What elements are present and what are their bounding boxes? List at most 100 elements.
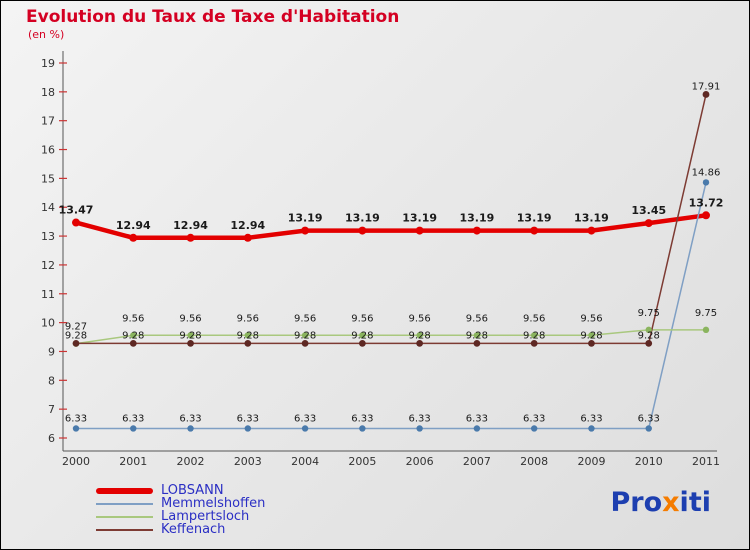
data-label-lampertsloch: 9.56 [122, 313, 144, 324]
data-label-lampertsloch: 9.75 [638, 308, 660, 319]
data-label-keffenach: 9.28 [237, 330, 259, 341]
x-tick-label: 2009 [577, 455, 605, 468]
data-label-keffenach: 9.28 [294, 330, 316, 341]
x-tick-label: 2003 [234, 455, 262, 468]
chart-title: Evolution du Taux de Taxe d'Habitation [26, 7, 400, 27]
y-tick-label: 17 [41, 115, 55, 128]
y-tick-label: 18 [41, 86, 55, 99]
data-label-keffenach: 17.91 [692, 81, 721, 92]
legend-swatch-keffenach [96, 528, 153, 531]
series-point-keffenach [358, 339, 366, 347]
data-label-lobsann: 13.19 [574, 212, 609, 225]
data-label-lobsann: 13.19 [460, 212, 495, 225]
series-point-keffenach [187, 339, 194, 347]
data-label-memmelshoffen: 14.86 [692, 167, 721, 178]
data-label-lobsann: 12.94 [116, 219, 151, 232]
data-label-lampertsloch: 9.56 [237, 313, 259, 324]
data-label-lampertsloch: 9.56 [523, 313, 545, 324]
legend-label: LOBSANN [161, 483, 224, 498]
legend-item-keffenach: Keffenach [96, 523, 265, 536]
series-line-lampertsloch [75, 329, 707, 345]
data-label-lobsann: 13.72 [689, 196, 724, 209]
data-label-memmelshoffen: 6.33 [237, 413, 259, 424]
series-point-memmelshoffen [187, 425, 194, 432]
series-point-lobsann [702, 211, 710, 220]
data-label-lampertsloch: 9.56 [351, 313, 373, 324]
series-point-lampertsloch [645, 326, 652, 334]
data-label-keffenach: 9.28 [122, 330, 144, 341]
logo-letter: t [688, 487, 702, 518]
data-label-memmelshoffen: 6.33 [294, 413, 316, 424]
legend-label: Keffenach [161, 522, 226, 537]
series-point-lampertsloch [416, 332, 423, 339]
series-point-lampertsloch [187, 332, 194, 339]
series-point-lampertsloch [702, 326, 710, 334]
logo-letter: r [630, 487, 644, 518]
data-label-keffenach: 9.28 [638, 330, 660, 341]
series-point-memmelshoffen [72, 425, 80, 432]
series-point-memmelshoffen [130, 425, 137, 432]
chart-subtitle: (en %) [28, 28, 65, 41]
data-label-keffenach: 9.28 [466, 330, 488, 341]
series-point-memmelshoffen [645, 425, 652, 432]
data-label-memmelshoffen: 6.33 [65, 413, 87, 424]
logo-letter: i [679, 487, 689, 518]
y-tick-label: 19 [41, 57, 55, 70]
data-label-memmelshoffen: 6.33 [580, 413, 602, 424]
x-tick-label: 2007 [463, 455, 491, 468]
x-tick-label: 2008 [520, 455, 548, 468]
data-label-lobsann: 13.19 [517, 212, 552, 225]
legend-swatch-memmelshoffen [96, 502, 153, 505]
series-point-lampertsloch [473, 332, 481, 339]
series-point-keffenach [301, 339, 309, 347]
x-tick-label: 2000 [62, 455, 90, 468]
data-label-lobsann: 13.19 [288, 212, 323, 225]
series-point-lobsann [186, 233, 195, 242]
x-tick-label: 2001 [119, 455, 147, 468]
data-label-lampertsloch: 9.56 [466, 313, 488, 324]
series-point-memmelshoffen [702, 179, 710, 186]
y-tick-label: 14 [41, 201, 55, 214]
legend-swatch-lampertsloch [96, 515, 153, 518]
series-point-lobsann [129, 233, 138, 242]
series-point-memmelshoffen [244, 425, 252, 432]
proxiti-logo: Proxiti [610, 487, 711, 518]
x-tick-label: 2002 [177, 455, 205, 468]
logo-letter: i [701, 487, 711, 518]
series-point-lobsann [644, 219, 653, 228]
data-label-keffenach: 9.28 [351, 330, 373, 341]
data-label-lampertsloch: 9.56 [409, 313, 431, 324]
data-label-lobsann: 13.45 [631, 204, 666, 217]
y-tick-label: 6 [48, 432, 55, 445]
series-point-keffenach [530, 339, 538, 347]
data-label-lampertsloch: 9.56 [294, 313, 316, 324]
series-line-keffenach [75, 93, 707, 345]
data-label-keffenach: 9.28 [580, 330, 602, 341]
series-point-lobsann [72, 218, 80, 227]
x-tick-label: 2005 [348, 455, 376, 468]
series-point-memmelshoffen [359, 425, 366, 432]
series-point-lobsann [358, 226, 367, 235]
series-line-lobsann [73, 213, 709, 241]
data-label-memmelshoffen: 6.33 [351, 413, 373, 424]
legend: LOBSANN Memmelshoffen Lampertsloch Keffenac… [96, 484, 265, 536]
x-tick-label: 2010 [635, 455, 663, 468]
legend-label: Memmelshoffen [161, 496, 266, 511]
series-point-lobsann [415, 226, 424, 235]
y-tick-label: 11 [41, 288, 55, 301]
series-point-lobsann [301, 226, 310, 235]
data-label-lampertsloch: 9.27 [65, 322, 87, 333]
data-label-lobsann: 13.19 [345, 212, 380, 225]
y-tick-label: 9 [48, 345, 55, 358]
data-label-memmelshoffen: 6.33 [638, 413, 660, 424]
y-tick-label: 8 [48, 374, 55, 387]
x-tick-label: 2006 [406, 455, 434, 468]
series-point-memmelshoffen [416, 425, 423, 432]
legend-item-memmelshoffen: Memmelshoffen [96, 497, 265, 510]
data-label-memmelshoffen: 6.33 [523, 413, 545, 424]
y-tick-label: 10 [41, 317, 55, 330]
data-label-memmelshoffen: 6.33 [179, 413, 201, 424]
series-point-memmelshoffen [530, 425, 538, 432]
